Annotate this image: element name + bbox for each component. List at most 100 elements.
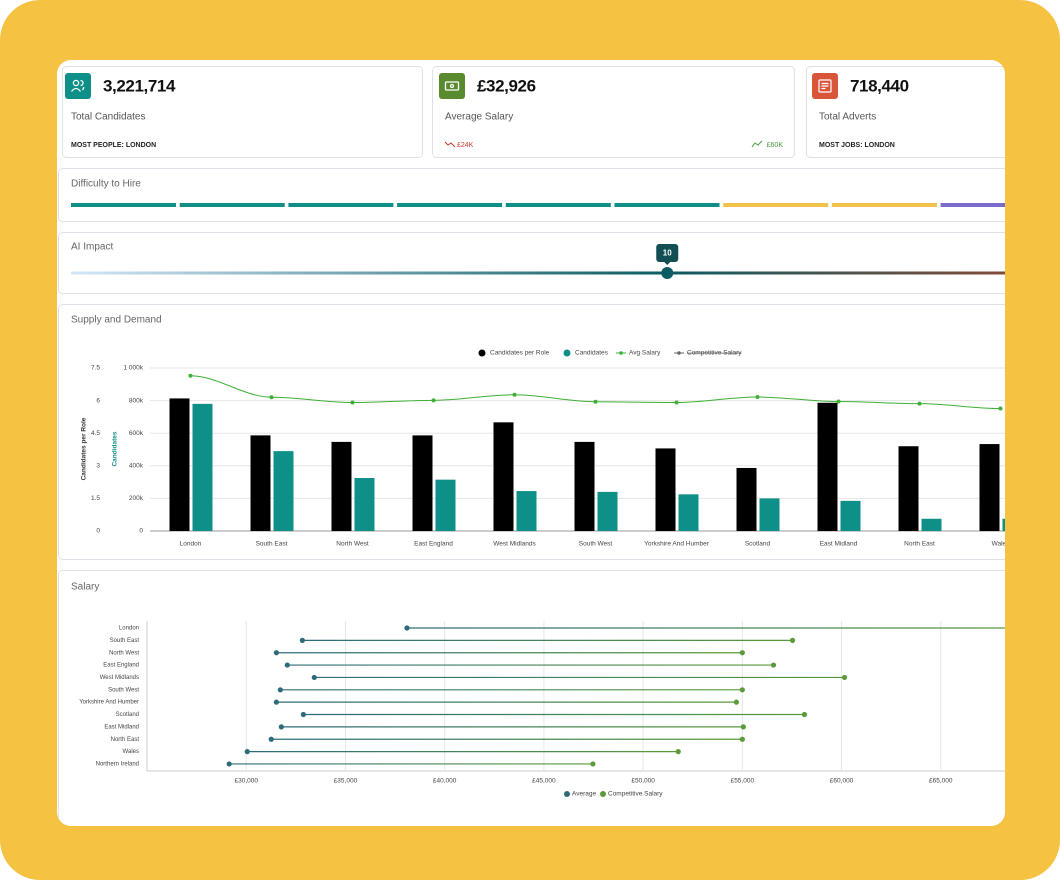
line-point (674, 400, 679, 405)
line-point (188, 373, 193, 378)
x-tick-label: £60,000 (830, 778, 854, 785)
line-point (998, 406, 1003, 411)
average-dot (404, 625, 410, 631)
competitive-dot (590, 761, 596, 767)
bar (516, 491, 537, 531)
trend-up-icon (751, 140, 763, 148)
slider-tooltip (656, 244, 679, 262)
difficulty-bar (71, 203, 1005, 207)
x-tick-label: South West (579, 541, 613, 548)
average-dot (277, 687, 283, 693)
competitive-dot (733, 699, 739, 705)
difficulty-segment (505, 203, 611, 207)
legend-label: Avg Salary (629, 350, 661, 357)
y-tick-label: 3 (96, 463, 100, 470)
bar (574, 441, 595, 531)
average-dot (284, 662, 290, 668)
x-tick-label: East Midland (820, 541, 858, 548)
card-label: Total Candidates (71, 112, 146, 123)
stat-card (62, 66, 423, 158)
x-tick-label: London (180, 541, 202, 548)
difficulty-segment (71, 203, 176, 207)
average-dot (278, 724, 284, 730)
legend-label: Competitive Salary (687, 350, 742, 357)
card-note: MOST PEOPLE: LONDON (71, 142, 156, 149)
content: 3,221,714 Total Candidates MOST PEOPLE: … (58, 66, 1011, 826)
line-point (917, 401, 922, 406)
average-dot (268, 736, 274, 742)
y-tick-label: East Midland (104, 724, 139, 730)
slider-value: 10 (663, 249, 672, 258)
difficulty-segment (614, 203, 720, 207)
card-value: 3,221,714 (103, 76, 176, 95)
bar (898, 446, 919, 531)
bar (817, 402, 838, 531)
line-point (350, 400, 355, 405)
legend-marker (600, 791, 606, 797)
legend-marker (564, 791, 570, 797)
stat-card (806, 66, 1005, 158)
section-title: AI Impact (71, 242, 113, 253)
y-tick-label: South East (110, 638, 140, 644)
card-icon (65, 73, 91, 99)
bar (921, 518, 942, 531)
line-point (593, 399, 598, 404)
y-tick-label: West Midlands (100, 675, 139, 681)
y2-axis-title: Candidates (112, 431, 119, 466)
slider-handle (661, 267, 674, 279)
bar (250, 435, 271, 531)
bar (192, 403, 213, 531)
y2-tick-label: 200k (129, 495, 144, 502)
competitive-dot (739, 650, 745, 656)
bar (435, 479, 456, 531)
y2-tick-label: 1 000k (123, 365, 143, 372)
x-tick-label: Wales (992, 541, 1011, 548)
trend-down-icon (444, 141, 456, 148)
competitive-dot (739, 687, 745, 693)
x-tick-label: £35,000 (334, 778, 358, 785)
legend-label: Competitive Salary (608, 791, 663, 798)
bar (412, 435, 433, 531)
average-dot (311, 674, 317, 681)
competitive-dot (740, 724, 746, 730)
y-tick-label: Wales (123, 749, 139, 755)
bar (655, 448, 676, 531)
competitive-dot (789, 637, 796, 643)
y-tick-label: Northern Ireland (96, 762, 139, 768)
bar (736, 467, 757, 531)
y-tick-label: Yorkshire And Humber (79, 700, 139, 706)
ai-slider: 10 (71, 244, 1005, 279)
y-tick-label: 1.5 (91, 495, 100, 502)
line-point (755, 395, 760, 400)
x-tick-label: West Midlands (493, 541, 536, 548)
x-tick-label: Scotland (745, 541, 771, 548)
average-dot (299, 637, 305, 643)
legend-marker (619, 351, 623, 355)
card-label: Average Salary (445, 112, 513, 123)
y-tick-label: 4.5 (91, 430, 100, 437)
card-note: MOST JOBS: LONDON (819, 142, 895, 149)
difficulty-segment (397, 203, 503, 207)
competitive-dot (841, 674, 848, 681)
slider-track (71, 271, 1005, 275)
x-tick-label: Yorkshire And Humber (644, 541, 710, 548)
line-point (836, 399, 841, 404)
chart-title: Salary (71, 582, 99, 593)
bar (1002, 518, 1005, 531)
card-icon (439, 73, 465, 99)
y2-tick-label: 0 (139, 528, 143, 535)
bar (597, 491, 618, 531)
bar (759, 498, 780, 531)
supply-chart: 0 1.5 3 4.5 6 7.5 0 200k 400k 600k 800k 1 000k Londo… (91, 349, 1011, 548)
card-low: £24K (457, 142, 474, 149)
difficulty-segment (179, 203, 285, 207)
stat-card (432, 66, 795, 158)
x-tick-label: £45,000 (532, 778, 556, 785)
x-tick-label: South East (256, 541, 288, 548)
y-tick-label: East England (103, 663, 139, 669)
adverts-icon (818, 79, 832, 93)
line-point (512, 392, 517, 397)
tooltip-pointer (664, 262, 671, 265)
average-dot (226, 761, 232, 767)
